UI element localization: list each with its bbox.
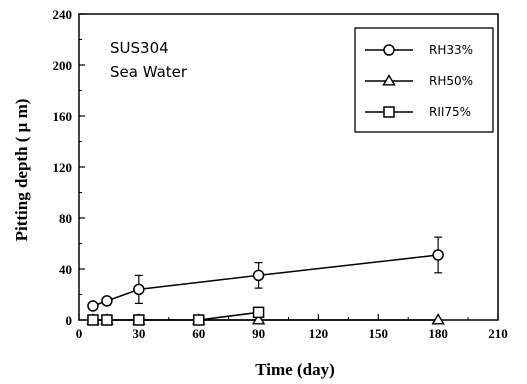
- x-tick-label: 60: [192, 326, 205, 341]
- legend-label: RH33%: [429, 43, 473, 57]
- y-axis-title: Pitting depth ( μ m): [12, 99, 31, 242]
- legend-marker: [382, 74, 396, 86]
- legend-label: RH50%: [429, 74, 473, 88]
- data-point: [252, 269, 265, 282]
- data-point: [133, 283, 145, 296]
- legend-label: RII75%: [429, 105, 471, 119]
- x-tick-label: 90: [252, 326, 265, 341]
- legend-marker: [383, 106, 395, 118]
- data-point: [87, 314, 99, 326]
- y-tick-label: 240: [53, 7, 73, 22]
- legend-box: [354, 27, 494, 133]
- data-point: [101, 314, 113, 326]
- data-point: [431, 313, 445, 325]
- x-tick-label: 120: [309, 326, 329, 341]
- x-tick-label: 150: [369, 326, 389, 341]
- data-point: [252, 306, 265, 319]
- y-tick-label: 40: [59, 262, 72, 277]
- annotation-material: SUS304: [110, 39, 169, 57]
- x-tick-label: 180: [428, 326, 448, 341]
- series-layer: [86, 236, 445, 326]
- legend: RH33% RH50% RII75%: [354, 27, 494, 133]
- series-circle: [87, 236, 444, 312]
- data-point: [87, 300, 99, 312]
- y-tick-label: 120: [53, 160, 73, 175]
- series-square: [87, 306, 265, 326]
- series-line: [92, 254, 439, 307]
- data-point: [101, 295, 113, 307]
- legend-marker: [383, 44, 395, 56]
- annotation-environment: Sea Water: [110, 63, 188, 81]
- data-point: [192, 314, 205, 326]
- series-line: [92, 311, 259, 321]
- data-point: [251, 313, 266, 325]
- y-tick-label: 160: [53, 109, 73, 124]
- y-tick-label: 200: [53, 58, 73, 73]
- x-axis-title: Time (day): [255, 360, 335, 379]
- y-tick-label: 80: [59, 211, 72, 226]
- x-tick-label: 30: [132, 326, 145, 341]
- data-point: [133, 314, 145, 326]
- y-tick-label: 0: [66, 313, 73, 328]
- data-point: [432, 249, 444, 261]
- x-tick-label: 0: [76, 326, 83, 341]
- x-tick-label: 210: [488, 326, 508, 341]
